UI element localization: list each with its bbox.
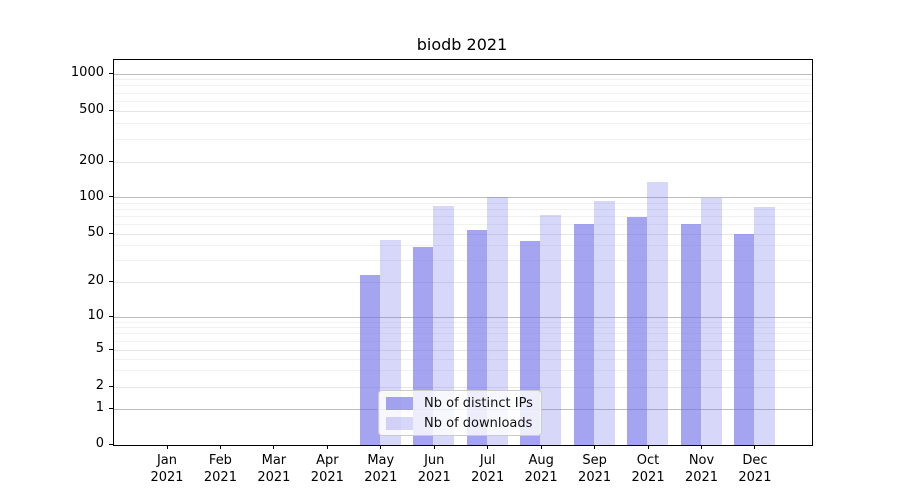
x-tick-label: Nov 2021 bbox=[684, 453, 719, 485]
y-tick-label: 200 bbox=[79, 153, 104, 168]
y-gridline-minor bbox=[114, 260, 812, 262]
x-tick-mark bbox=[594, 445, 596, 449]
y-gridline bbox=[114, 386, 812, 388]
y-tick-mark bbox=[109, 280, 113, 282]
chart-title: biodb 2021 bbox=[416, 35, 508, 54]
y-tick-label: 10 bbox=[87, 308, 104, 323]
y-gridline bbox=[114, 281, 812, 283]
x-tick-mark bbox=[701, 445, 702, 449]
y-gridline-minor bbox=[114, 223, 812, 225]
y-gridline-minor bbox=[114, 122, 812, 124]
y-gridline-minor bbox=[114, 245, 812, 247]
x-tick-mark bbox=[273, 445, 275, 449]
y-gridline-minor bbox=[114, 202, 812, 204]
y-gridline-minor bbox=[114, 100, 812, 102]
x-tick-mark bbox=[433, 445, 435, 449]
y-gridline bbox=[114, 73, 812, 75]
y-gridline bbox=[114, 110, 812, 112]
y-tick-mark bbox=[109, 72, 113, 74]
y-gridline-minor bbox=[114, 92, 812, 94]
bar-dec-distinct-ips bbox=[733, 234, 754, 445]
x-tick-mark bbox=[540, 445, 542, 449]
y-tick-mark bbox=[109, 160, 113, 162]
y-gridline-minor bbox=[114, 85, 812, 87]
y-tick-mark bbox=[109, 232, 113, 234]
y-tick-mark bbox=[109, 109, 113, 111]
y-tick-mark bbox=[109, 385, 113, 387]
bar-may-distinct-ips bbox=[359, 274, 380, 445]
y-tick-label: 5 bbox=[95, 341, 104, 356]
y-gridline-minor bbox=[114, 327, 812, 329]
x-tick-mark bbox=[219, 445, 221, 449]
y-gridline bbox=[114, 197, 812, 198]
y-tick-label: 0 bbox=[95, 436, 104, 451]
y-gridline bbox=[114, 316, 812, 318]
y-tick-mark bbox=[109, 315, 113, 317]
x-tick-mark bbox=[647, 445, 649, 449]
y-gridline-minor bbox=[114, 321, 812, 323]
y-tick-label: 1 bbox=[95, 400, 104, 415]
y-tick-mark bbox=[109, 348, 113, 350]
y-gridline bbox=[114, 349, 812, 351]
x-tick-label: Jun 2021 bbox=[417, 453, 451, 485]
bar-sep-distinct-ips bbox=[573, 224, 594, 445]
legend-item-downloads: Nb of downloads bbox=[386, 416, 533, 431]
x-tick-mark bbox=[380, 445, 382, 449]
y-gridline-minor bbox=[114, 358, 812, 360]
x-tick-label: Jan 2021 bbox=[150, 453, 184, 485]
y-gridline bbox=[114, 161, 812, 163]
y-gridline-minor bbox=[114, 340, 812, 342]
legend-label-downloads: Nb of downloads bbox=[424, 415, 533, 431]
bar-sep-downloads bbox=[593, 200, 615, 445]
x-tick-label: May 2021 bbox=[364, 453, 398, 485]
bar-oct-downloads bbox=[647, 182, 669, 445]
y-tick-label: 20 bbox=[87, 273, 104, 288]
x-tick-label: Sep 2021 bbox=[578, 453, 612, 485]
plot-area bbox=[113, 59, 813, 446]
y-tick-label: 2 bbox=[95, 378, 104, 393]
y-gridline-minor bbox=[114, 215, 812, 217]
x-tick-label: Mar 2021 bbox=[257, 453, 291, 485]
bar-jul-downloads bbox=[486, 196, 508, 445]
y-gridline-minor bbox=[114, 333, 812, 335]
bar-dec-downloads bbox=[753, 207, 775, 445]
x-tick-label: Dec 2021 bbox=[738, 453, 772, 485]
x-tick-label: Feb 2021 bbox=[203, 453, 237, 485]
x-tick-label: Jul 2021 bbox=[471, 453, 505, 485]
x-tick-mark bbox=[166, 445, 168, 449]
y-gridline bbox=[114, 233, 812, 235]
y-tick-label: 50 bbox=[87, 225, 104, 240]
legend-swatch-distinct-ips-icon bbox=[386, 396, 413, 410]
x-tick-label: Oct 2021 bbox=[631, 453, 665, 485]
x-tick-label: Apr 2021 bbox=[310, 453, 344, 485]
legend-swatch-downloads-icon bbox=[386, 416, 413, 430]
x-tick-label: Aug 2021 bbox=[524, 453, 558, 485]
y-gridline-minor bbox=[114, 79, 812, 81]
y-tick-mark bbox=[109, 443, 113, 445]
x-tick-mark bbox=[326, 445, 328, 449]
x-tick-mark bbox=[754, 445, 756, 449]
y-gridline-minor bbox=[114, 138, 812, 140]
y-tick-mark bbox=[109, 407, 113, 409]
legend-item-distinct-ips: Nb of distinct IPs bbox=[386, 396, 533, 411]
legend: Nb of distinct IPs Nb of downloads bbox=[378, 390, 542, 436]
y-tick-label: 500 bbox=[79, 102, 104, 117]
y-gridline-minor bbox=[114, 370, 812, 372]
y-gridline-minor bbox=[114, 208, 812, 210]
y-tick-label: 100 bbox=[79, 188, 104, 204]
y-tick-label: 1000 bbox=[70, 65, 104, 80]
bar-oct-distinct-ips bbox=[627, 217, 648, 445]
bar-nov-downloads bbox=[700, 197, 722, 445]
y-tick-mark bbox=[109, 196, 113, 197]
x-tick-mark bbox=[487, 445, 489, 449]
bar-jun-downloads bbox=[433, 206, 455, 445]
legend-label-distinct-ips: Nb of distinct IPs bbox=[424, 395, 533, 411]
bar-aug-downloads bbox=[540, 214, 562, 445]
bar-nov-distinct-ips bbox=[680, 223, 701, 445]
